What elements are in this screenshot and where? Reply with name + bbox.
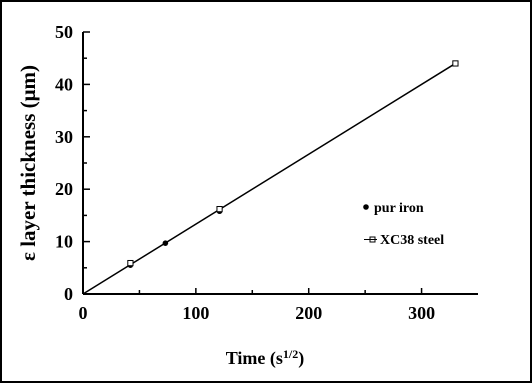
legend: pur iron XC38 steel <box>363 201 444 248</box>
x-axis-title-close: ) <box>298 348 304 369</box>
x-axis-title-superscript: 1/2 <box>283 347 298 361</box>
x-axis-title-main: Time (s <box>226 348 283 369</box>
legend-marker-pur-iron <box>363 204 369 210</box>
x-axis-ticks: 0 100 200 300 <box>79 288 435 323</box>
legend-label-xc38-steel: XC38 steel <box>380 233 444 248</box>
data-point-series-1-0 <box>127 259 134 267</box>
y-tick-label: 10 <box>55 232 73 252</box>
x-axis-title: Time (s1/2) <box>226 347 305 369</box>
y-tick-label: 30 <box>55 127 73 147</box>
y-tick-label: 0 <box>64 284 73 304</box>
y-axis-ticks: 0 10 20 30 40 50 <box>55 22 90 304</box>
y-tick-label: 50 <box>55 22 73 42</box>
data-point-series-0-1 <box>162 240 169 246</box>
data-points <box>127 60 459 268</box>
legend-label-pur-iron: pur iron <box>374 201 424 216</box>
data-point-series-1-1 <box>216 206 223 213</box>
y-tick-label: 20 <box>55 179 73 199</box>
y-tick-label: 40 <box>55 74 73 94</box>
x-tick-label: 200 <box>295 303 322 323</box>
fit-line <box>82 62 456 295</box>
y-axis-title: ε layer thickness (μm) <box>16 65 40 261</box>
x-tick-label: 100 <box>182 303 209 323</box>
x-tick-label: 300 <box>408 303 435 323</box>
x-tick-label: 0 <box>79 303 88 323</box>
data-point-series-1-2 <box>452 60 459 67</box>
